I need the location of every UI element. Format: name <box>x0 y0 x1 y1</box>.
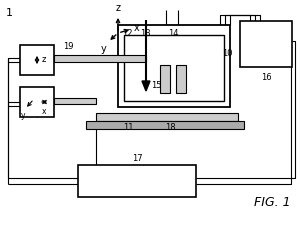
Text: 19: 19 <box>63 42 73 51</box>
Text: y: y <box>21 111 25 120</box>
Polygon shape <box>142 81 150 91</box>
Text: 17: 17 <box>132 154 142 163</box>
Text: 16: 16 <box>261 73 271 82</box>
Text: 1: 1 <box>6 8 13 18</box>
Text: 10: 10 <box>222 49 232 58</box>
Bar <box>124 35 224 101</box>
Text: y: y <box>100 44 106 54</box>
Bar <box>78 165 196 197</box>
Text: x: x <box>42 107 46 116</box>
Text: 11: 11 <box>123 123 133 132</box>
Text: 12: 12 <box>122 29 133 38</box>
Text: FIG. 1: FIG. 1 <box>254 196 290 209</box>
Bar <box>20 87 54 117</box>
Text: 18: 18 <box>165 123 175 132</box>
Bar <box>54 55 146 62</box>
Bar <box>20 45 54 75</box>
Text: 13: 13 <box>140 29 151 38</box>
Bar <box>86 121 244 129</box>
Text: z: z <box>116 3 121 13</box>
Text: 14: 14 <box>168 29 178 38</box>
Bar <box>54 98 96 104</box>
Bar <box>118 25 230 107</box>
Bar <box>160 65 170 93</box>
Text: z: z <box>42 54 46 63</box>
Bar <box>96 113 238 121</box>
Text: x: x <box>134 23 140 33</box>
Text: 15: 15 <box>151 81 161 90</box>
Bar <box>176 65 186 93</box>
Bar <box>240 21 292 67</box>
